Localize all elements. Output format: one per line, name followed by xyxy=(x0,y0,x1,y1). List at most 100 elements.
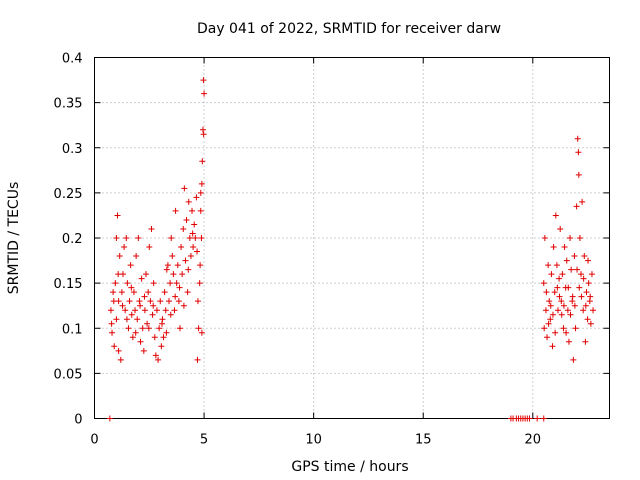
data-point xyxy=(107,307,114,314)
data-point xyxy=(542,307,549,314)
data-point xyxy=(168,235,175,241)
data-point xyxy=(166,298,173,305)
data-point xyxy=(571,302,578,309)
data-point xyxy=(132,307,139,314)
data-point xyxy=(129,334,136,341)
data-point xyxy=(157,298,164,305)
data-point xyxy=(198,329,205,336)
y-tick-label: 0.25 xyxy=(54,187,83,202)
data-point xyxy=(550,244,557,251)
data-point xyxy=(185,198,192,205)
data-point xyxy=(584,316,591,323)
data-point xyxy=(170,271,177,278)
data-point xyxy=(575,149,582,156)
data-point xyxy=(543,289,550,296)
data-point xyxy=(118,289,125,296)
data-point xyxy=(555,307,561,314)
data-point xyxy=(134,316,141,323)
data-point xyxy=(132,329,139,336)
data-point xyxy=(117,356,124,363)
data-point xyxy=(130,289,137,296)
data-point xyxy=(136,298,143,305)
data-point xyxy=(158,343,165,350)
data-point xyxy=(182,257,189,264)
y-tick-label: 0.1 xyxy=(62,322,83,337)
data-point xyxy=(193,194,200,201)
data-point xyxy=(163,266,170,273)
data-point xyxy=(546,298,553,305)
data-point xyxy=(553,262,560,269)
data-point xyxy=(153,307,160,314)
y-tick-label: 0.15 xyxy=(54,277,83,292)
data-point xyxy=(587,293,594,300)
data-point xyxy=(567,235,574,241)
data-point xyxy=(560,325,567,332)
data-point xyxy=(175,298,182,305)
data-point xyxy=(173,280,180,287)
data-point xyxy=(559,271,566,278)
data-point xyxy=(194,298,201,305)
data-point xyxy=(127,262,134,269)
data-point xyxy=(583,289,590,296)
data-point xyxy=(194,356,201,363)
data-point xyxy=(186,235,193,241)
x-tick-labels: 0 5 10 15 20 xyxy=(90,433,541,448)
data-point xyxy=(544,334,551,341)
data-point xyxy=(189,230,196,237)
data-point xyxy=(561,244,568,251)
data-point xyxy=(200,131,207,138)
data-point xyxy=(143,271,149,278)
data-point xyxy=(122,307,129,314)
data-point xyxy=(187,253,194,260)
data-point xyxy=(540,280,547,287)
x-tick-label: 15 xyxy=(415,433,432,448)
data-point xyxy=(135,235,142,241)
data-point xyxy=(115,271,122,278)
data-point xyxy=(197,262,204,269)
data-point xyxy=(582,302,589,309)
data-point xyxy=(576,235,583,241)
data-point xyxy=(148,225,155,232)
data-point xyxy=(171,307,178,314)
data-point xyxy=(195,325,202,332)
data-point xyxy=(137,338,144,345)
data-point xyxy=(556,293,563,300)
data-point xyxy=(197,189,204,196)
data-point xyxy=(169,253,176,260)
data-point xyxy=(568,266,575,273)
data-point xyxy=(179,271,186,278)
data-point xyxy=(547,302,554,309)
data-point xyxy=(140,347,147,354)
data-point xyxy=(198,180,205,187)
data-point xyxy=(551,289,558,296)
data-point xyxy=(123,235,130,241)
data-point xyxy=(190,244,197,251)
data-point xyxy=(155,356,162,363)
data-point xyxy=(151,334,158,341)
data-point xyxy=(194,248,201,255)
data-point xyxy=(172,207,179,214)
data-point xyxy=(534,415,541,422)
data-point xyxy=(172,293,179,300)
data-point xyxy=(184,289,191,296)
data-point xyxy=(587,320,594,327)
data-point xyxy=(578,271,585,278)
data-point xyxy=(183,216,190,223)
data-point xyxy=(167,280,174,287)
data-point xyxy=(180,225,187,232)
data-point xyxy=(578,293,585,300)
x-axis-title: GPS time / hours xyxy=(291,459,408,475)
data-point xyxy=(581,253,588,260)
data-point xyxy=(552,212,559,219)
data-point xyxy=(541,325,548,332)
data-point xyxy=(574,135,581,142)
y-tick-label: 0.4 xyxy=(62,52,83,67)
data-point xyxy=(580,307,587,314)
data-point xyxy=(196,280,203,287)
data-point xyxy=(178,244,185,251)
data-point xyxy=(176,284,183,291)
data-point xyxy=(106,415,113,422)
data-point xyxy=(569,293,576,300)
data-point xyxy=(116,253,123,260)
data-point xyxy=(201,90,208,97)
